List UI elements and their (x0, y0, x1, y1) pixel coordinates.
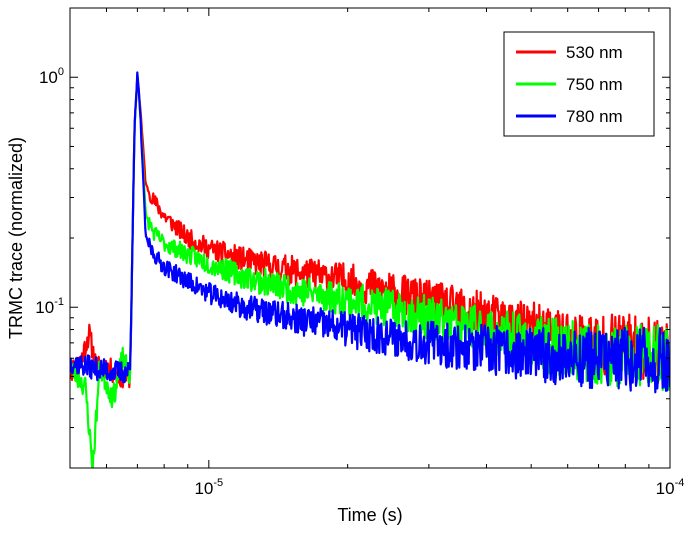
legend: 530 nm 750 nm 780 nm (503, 31, 655, 137)
y-axis-title: TRMC trace (normalized) (6, 137, 26, 339)
x-axis-title: Time (s) (337, 505, 402, 525)
plot-layer (70, 71, 670, 468)
series-line-3 (70, 71, 670, 394)
y-tick-label: 10-1 (35, 296, 64, 317)
legend-label-2: 750 nm (566, 75, 623, 94)
y-tick-label: 100 (39, 66, 64, 87)
x-tick-label: 10-5 (194, 477, 223, 498)
tick-layer: 10-5 10-4 10-1 100 (35, 8, 684, 498)
legend-label-3: 780 nm (566, 107, 623, 126)
x-tick-label: 10-4 (656, 477, 685, 498)
legend-label-1: 530 nm (566, 43, 623, 62)
